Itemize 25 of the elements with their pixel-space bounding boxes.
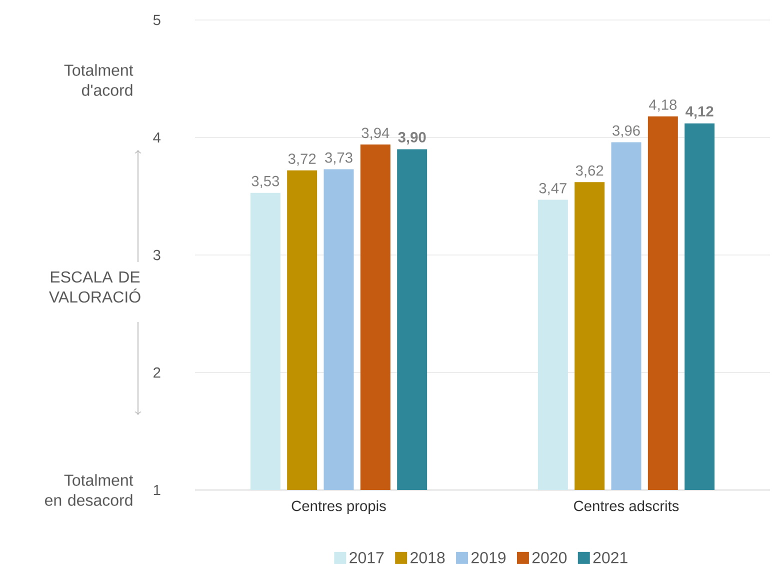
text: ESCALA DE VALORACIÓ [48, 272, 140, 303]
data-label: 3,96 [612, 126, 640, 138]
x-tick-label: Centres propis [292, 500, 386, 514]
data-label: 4,18 [648, 100, 677, 112]
legend-label: 2019 [472, 552, 506, 564]
x-tick-label: Centres adscrits [574, 500, 679, 512]
y-tick-label: 3 [153, 250, 160, 260]
text: Totalment en desacord [45, 474, 134, 506]
data-label: 3,47 [539, 183, 566, 196]
y-tick-label: 4 [153, 132, 161, 143]
y-tick-label: 5 [153, 15, 160, 26]
text: Totalment d'acord [64, 64, 134, 96]
data-label: 3,62 [576, 166, 604, 178]
y-tick-label: 2 [154, 368, 160, 378]
y-tick-label: 1 [154, 485, 160, 496]
data-label: 3,53 [252, 176, 280, 188]
legend-label: 2018 [410, 552, 445, 564]
data-label: 3,94 [362, 128, 390, 140]
data-label: 3,90 [398, 132, 426, 145]
data-label: 3,73 [325, 152, 352, 165]
legend-label: 2021 [593, 552, 628, 564]
data-label: 4,12 [686, 106, 714, 119]
data-label: 3,72 [288, 154, 316, 166]
legend-label: 2020 [532, 552, 567, 564]
legend-label: 2017 [350, 552, 384, 564]
